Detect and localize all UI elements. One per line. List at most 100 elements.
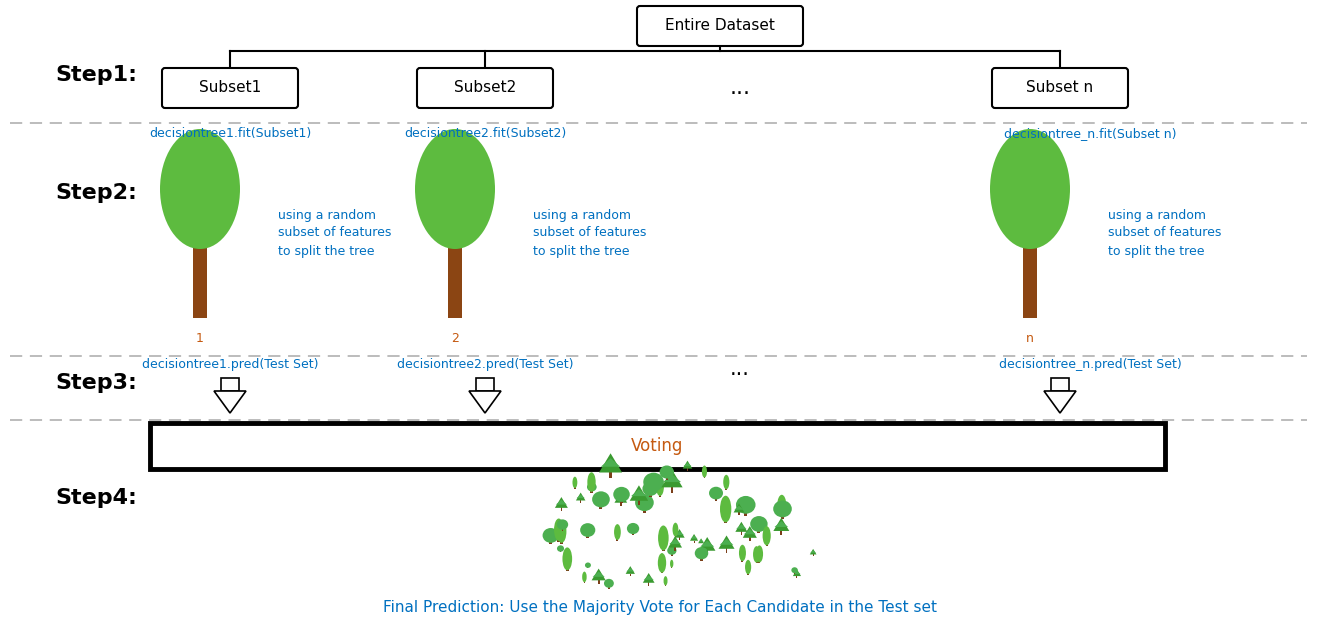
Ellipse shape <box>582 572 586 582</box>
Polygon shape <box>684 463 691 466</box>
Polygon shape <box>668 536 682 548</box>
Bar <box>661 567 664 573</box>
Bar <box>643 505 645 513</box>
Bar <box>610 472 612 479</box>
Ellipse shape <box>554 518 564 541</box>
Ellipse shape <box>753 546 760 563</box>
Ellipse shape <box>573 477 577 488</box>
Bar <box>744 508 747 515</box>
Text: Subset n: Subset n <box>1026 80 1093 96</box>
Ellipse shape <box>587 482 597 491</box>
Bar <box>1051 378 1069 391</box>
Ellipse shape <box>656 477 664 496</box>
Bar <box>759 557 760 563</box>
Polygon shape <box>626 566 635 574</box>
Bar <box>566 563 569 571</box>
FancyBboxPatch shape <box>162 68 298 108</box>
Ellipse shape <box>159 129 240 249</box>
Polygon shape <box>593 572 605 577</box>
Bar <box>724 514 727 523</box>
Bar <box>741 556 744 561</box>
Bar <box>665 474 668 480</box>
Polygon shape <box>669 539 681 544</box>
Ellipse shape <box>670 560 673 568</box>
Text: 1: 1 <box>196 332 204 345</box>
Bar <box>574 485 576 489</box>
Polygon shape <box>735 522 748 532</box>
Bar <box>703 474 705 478</box>
Bar <box>560 536 562 544</box>
Text: Voting: Voting <box>631 437 684 455</box>
Ellipse shape <box>990 129 1069 249</box>
Ellipse shape <box>585 563 591 568</box>
Text: using a random
subset of features
to split the tree: using a random subset of features to spl… <box>1108 208 1221 258</box>
Ellipse shape <box>702 465 707 477</box>
Polygon shape <box>682 461 693 468</box>
Polygon shape <box>576 492 586 501</box>
Bar <box>586 532 589 538</box>
Polygon shape <box>1044 391 1076 413</box>
Bar <box>670 487 673 492</box>
Ellipse shape <box>709 487 723 499</box>
Bar <box>620 497 623 503</box>
Ellipse shape <box>543 528 558 543</box>
Polygon shape <box>599 453 622 472</box>
Bar <box>561 508 562 511</box>
Bar <box>781 510 784 517</box>
Polygon shape <box>690 534 698 541</box>
Ellipse shape <box>643 482 658 496</box>
Bar <box>561 526 564 530</box>
Ellipse shape <box>660 465 674 479</box>
Text: Subset1: Subset1 <box>199 80 261 96</box>
Bar <box>756 558 757 563</box>
Polygon shape <box>644 575 653 580</box>
FancyBboxPatch shape <box>194 243 207 318</box>
Bar <box>740 532 741 535</box>
Bar <box>781 530 782 535</box>
Polygon shape <box>734 503 744 513</box>
Ellipse shape <box>415 129 495 249</box>
Polygon shape <box>690 536 698 539</box>
Bar <box>662 542 665 551</box>
FancyBboxPatch shape <box>448 243 462 318</box>
Text: decisiontree_n.pred(Test Set): decisiontree_n.pred(Test Set) <box>998 358 1181 371</box>
Ellipse shape <box>751 516 768 532</box>
Text: decisiontree_n.fit(Subset n): decisiontree_n.fit(Subset n) <box>1004 127 1176 140</box>
Bar <box>765 539 768 546</box>
Polygon shape <box>627 568 635 572</box>
Ellipse shape <box>723 475 730 489</box>
Bar <box>648 582 649 586</box>
Text: Step2:: Step2: <box>55 183 137 203</box>
Text: decisiontree1.fit(Subset1): decisiontree1.fit(Subset1) <box>149 127 311 140</box>
Text: n: n <box>1026 332 1034 345</box>
Text: using a random
subset of features
to split the tree: using a random subset of features to spl… <box>533 208 647 258</box>
Ellipse shape <box>614 524 620 540</box>
Text: Step4:: Step4: <box>55 488 137 508</box>
Polygon shape <box>469 391 500 413</box>
Bar <box>632 530 633 536</box>
Bar <box>649 491 652 498</box>
Ellipse shape <box>593 491 610 508</box>
Text: decisiontree2.fit(Subset2): decisiontree2.fit(Subset2) <box>404 127 566 140</box>
Polygon shape <box>793 569 801 576</box>
Ellipse shape <box>657 553 666 573</box>
Polygon shape <box>698 539 703 542</box>
Polygon shape <box>698 538 705 543</box>
Bar <box>781 511 784 519</box>
Bar <box>616 535 619 541</box>
Ellipse shape <box>695 547 709 560</box>
Ellipse shape <box>720 496 731 522</box>
FancyBboxPatch shape <box>1023 243 1036 318</box>
Polygon shape <box>674 529 685 537</box>
Ellipse shape <box>557 519 568 530</box>
Polygon shape <box>719 536 735 549</box>
Polygon shape <box>701 541 714 547</box>
Bar <box>221 378 238 391</box>
FancyBboxPatch shape <box>992 68 1127 108</box>
Polygon shape <box>810 550 817 553</box>
Polygon shape <box>591 568 606 580</box>
Ellipse shape <box>668 546 677 555</box>
Polygon shape <box>577 494 585 498</box>
Polygon shape <box>793 571 801 574</box>
Ellipse shape <box>756 546 763 563</box>
